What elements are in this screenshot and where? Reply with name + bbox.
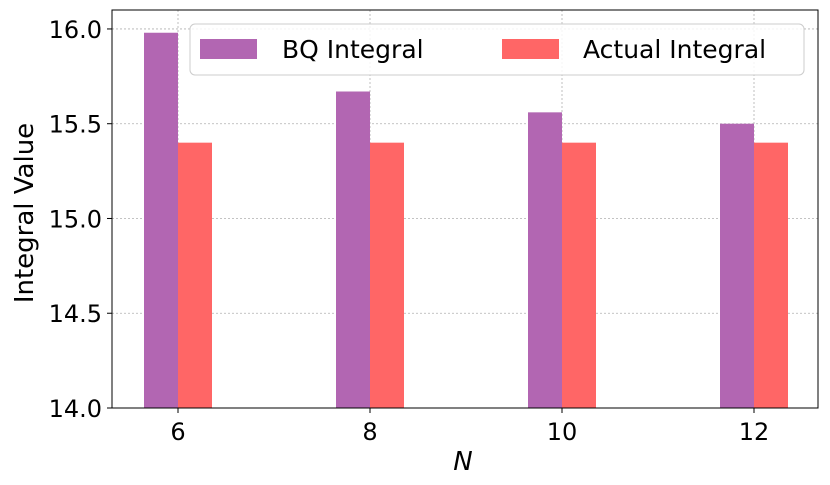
- plot-frame: [111, 9, 819, 409]
- bar-actual-integral-6: [178, 142, 212, 408]
- x-axis-ticks: 6 8 10 12: [170, 408, 769, 446]
- bar-actual-integral-8: [370, 142, 404, 408]
- legend-swatch-bq-integral: [200, 39, 257, 59]
- y-tick-label: 16.0: [49, 16, 102, 44]
- y-axis-label: Integral Value: [10, 123, 40, 303]
- x-tick-label: 6: [170, 418, 185, 446]
- bar-actual-integral-10: [562, 142, 596, 408]
- legend-label-actual-integral: Actual Integral: [583, 35, 766, 64]
- y-tick-label: 14.5: [49, 300, 102, 328]
- y-axis-ticks: 14.0 14.5 15.0 15.5 16.0: [49, 16, 112, 423]
- x-tick-label: 8: [362, 418, 377, 446]
- legend-frame: [189, 23, 805, 76]
- x-axis-label: N: [453, 447, 472, 477]
- legend-swatch-actual-integral: [502, 39, 559, 59]
- y-tick-label: 15.5: [49, 111, 102, 139]
- legend: BQ Integral Actual Integral: [189, 23, 805, 76]
- bars: [144, 32, 788, 408]
- x-tick-label: 10: [547, 418, 578, 446]
- bar-actual-integral-12: [754, 142, 788, 408]
- x-tick-label: 12: [739, 418, 770, 446]
- bar-bq-integral-10: [528, 112, 562, 408]
- bar-bq-integral-12: [720, 123, 754, 408]
- bar-bq-integral-6: [144, 32, 178, 408]
- y-tick-label: 14.0: [49, 395, 102, 423]
- bar-bq-integral-8: [336, 91, 370, 408]
- legend-label-bq-integral: BQ Integral: [282, 35, 424, 64]
- y-tick-label: 15.0: [49, 205, 102, 233]
